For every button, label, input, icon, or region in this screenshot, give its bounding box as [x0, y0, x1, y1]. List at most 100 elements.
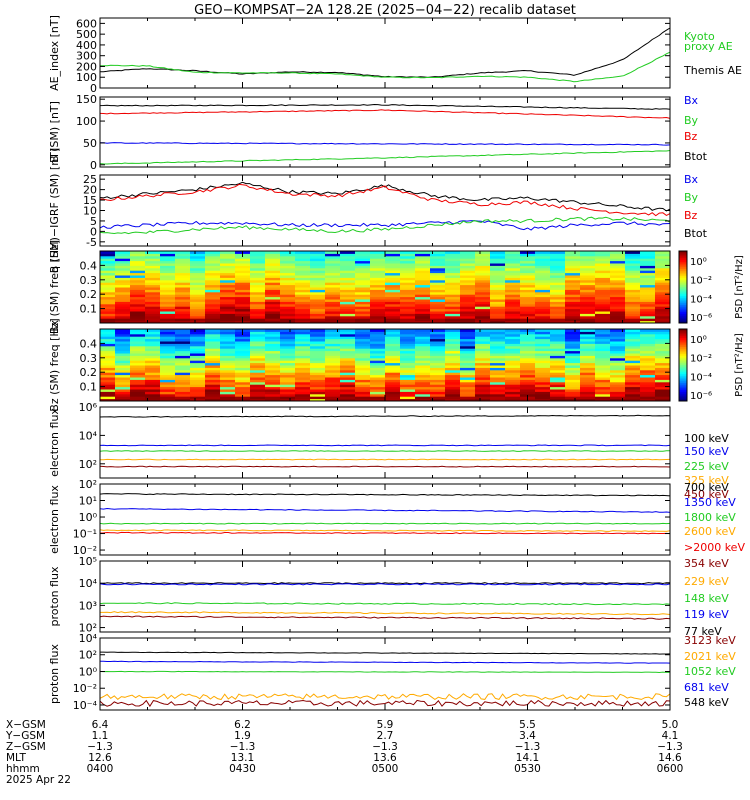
spectrogram-cell [115, 308, 131, 312]
spectrogram-cell [640, 398, 656, 402]
spectrogram-cell [535, 251, 551, 254]
legend-entry: 3123 keV [684, 634, 736, 647]
spectrogram-cell [130, 320, 146, 324]
spectrogram-cell [430, 331, 446, 335]
spectrogram-cell [520, 258, 536, 262]
spectrogram-cell [535, 303, 551, 307]
spectrogram-cell [505, 251, 521, 254]
spectrogram-cell [460, 275, 476, 278]
spectrogram-cell [130, 348, 146, 352]
spectrogram-cell [265, 303, 281, 307]
spectrogram-cell [175, 386, 191, 390]
spectrogram-cell [160, 345, 176, 349]
spectrogram-cell [310, 306, 326, 310]
spectrogram-cell [100, 336, 116, 340]
spectrogram-cell [640, 282, 656, 286]
series-line-themis-ae [99, 27, 671, 78]
series-line-btot [99, 103, 671, 110]
spectrogram-cell [565, 255, 581, 259]
spectrogram-cell [115, 320, 131, 324]
spectrogram-cell [205, 348, 221, 352]
spectrogram-cell [115, 272, 131, 276]
spectrogram-cell [595, 308, 611, 312]
spectrogram-cell [550, 279, 566, 283]
spectrogram-cell [100, 272, 116, 276]
spectrogram-cell [610, 287, 626, 290]
spectrogram-cell [115, 255, 131, 259]
spectrogram-cell [295, 336, 311, 340]
spectrogram-cell [340, 301, 356, 305]
spectrogram-cell [385, 350, 401, 354]
spectrogram-cell [160, 301, 176, 305]
spectrogram-cell [415, 365, 431, 368]
spectrogram-cell [130, 353, 146, 356]
spectrogram-cell [415, 393, 431, 397]
colorbar-segment [679, 363, 687, 366]
spectrogram-cell [205, 277, 221, 281]
spectrogram-cell [490, 287, 506, 290]
spectrogram-cell [130, 389, 146, 392]
spectrogram-cell [565, 379, 581, 383]
spectrogram-cell [565, 391, 581, 395]
spectrogram-cell [445, 251, 461, 254]
spectrogram-cell [460, 341, 476, 344]
spectrogram-cell [655, 308, 671, 312]
spectrogram-cell [520, 386, 536, 390]
spectrogram-cell [520, 377, 536, 380]
spectrogram-cell [325, 341, 341, 344]
spectrogram-cell [370, 289, 386, 293]
spectrogram-cell [535, 260, 551, 264]
spectrogram-cell [520, 360, 536, 364]
spectrogram-cell [340, 277, 356, 281]
spectrogram-cell [370, 348, 386, 352]
colorbar-segment [679, 361, 687, 364]
spectrogram-cell [565, 277, 581, 281]
spectrogram-cell [175, 267, 191, 271]
spectrogram-cell [505, 341, 521, 344]
spectrogram-cell [115, 282, 131, 286]
spectrogram-cell [100, 381, 116, 385]
spectrogram-cell [430, 303, 446, 307]
spectrogram-cell [655, 291, 671, 295]
x-axis-row-label: MLT [6, 752, 26, 764]
spectrogram-cell [190, 258, 206, 262]
spectrogram-cell [580, 391, 596, 395]
y-tick-label: 10⁶ [79, 401, 98, 414]
spectrogram-cell [205, 341, 221, 344]
spectrogram-cell [190, 299, 206, 302]
spectrogram-cell [595, 258, 611, 262]
spectrogram-cell [490, 265, 506, 269]
spectrogram-cell [655, 270, 671, 274]
spectrogram-cell [370, 369, 386, 373]
spectrogram-cell [595, 272, 611, 276]
spectrogram-cell [265, 336, 281, 340]
spectrogram-cell [475, 338, 491, 342]
spectrogram-cell [160, 320, 176, 324]
spectrogram-cell [445, 253, 461, 257]
spectrogram-cell [625, 277, 641, 281]
spectrogram-cell [175, 341, 191, 344]
spectrogram-cell [145, 389, 161, 392]
spectrogram-cell [430, 291, 446, 295]
spectrogram-cell [220, 362, 236, 366]
spectrogram-cell [310, 311, 326, 314]
spectrogram-cell [280, 289, 296, 293]
spectrogram-cell [535, 365, 551, 368]
spectrogram-cell [370, 282, 386, 286]
spectrogram-cell [355, 251, 371, 254]
spectrogram-cell [460, 365, 476, 368]
spectrogram-cell [190, 279, 206, 283]
colorbar-segment [679, 365, 687, 368]
spectrogram-cell [565, 393, 581, 397]
series-line-119-kev [99, 583, 671, 586]
spectrogram-cell [430, 258, 446, 262]
colorbar-tick-label: 10⁻² [690, 354, 712, 365]
spectrogram-cell [475, 372, 491, 376]
spectrogram-cell [535, 372, 551, 376]
spectrogram-cell [160, 299, 176, 302]
spectrogram-cell [130, 384, 146, 388]
spectrogram-cell [235, 287, 251, 290]
series-line-1350-kev [99, 507, 671, 513]
y-axis-label: electron flux [48, 485, 61, 554]
